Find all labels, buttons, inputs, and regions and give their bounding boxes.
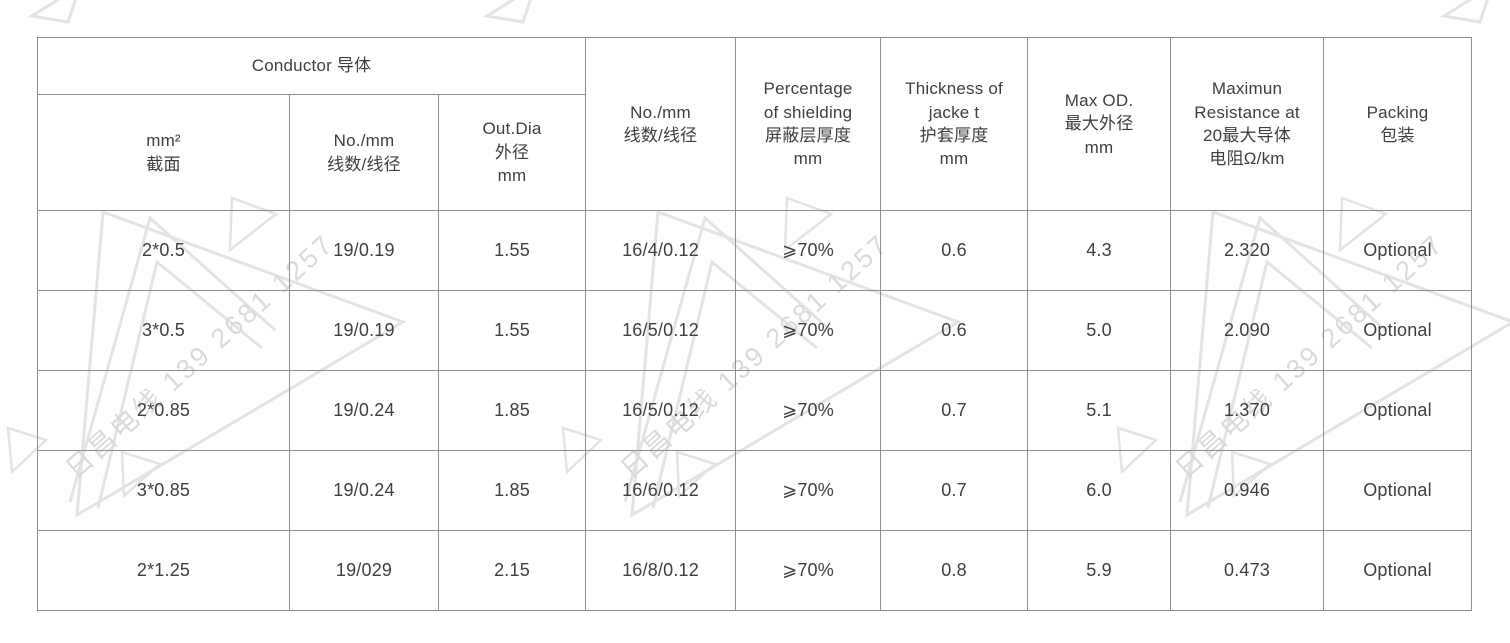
cable-spec-table: Conductor 导体 No./mm 线数/线径 Percentage of …	[36, 37, 1473, 611]
spec-cell: 2*0.85	[37, 370, 290, 451]
spec-cell: 1.85	[437, 450, 587, 531]
spec-row: 3*0.5 19/0.19 1.55 16/5/0.12 ⩾70% 0.6 5.…	[37, 290, 1473, 371]
header-row-group: Conductor 导体 No./mm 线数/线径 Percentage of …	[36, 37, 1473, 211]
spec-row: 2*0.5 19/0.19 1.55 16/4/0.12 ⩾70% 0.6 4.…	[37, 210, 1473, 291]
spec-cell: 16/5/0.12	[585, 290, 737, 371]
spec-cell: 19/0.24	[289, 370, 439, 451]
spec-cell: 0.7	[880, 370, 1029, 451]
spec-cell: Optional	[1323, 370, 1473, 451]
header-out-dia: Out.Dia 外径 mm	[437, 94, 587, 211]
header-max-od: Max OD. 最大外径 mm	[1027, 37, 1172, 211]
spec-cell: 16/6/0.12	[585, 450, 737, 531]
spec-cell: ⩾70%	[735, 530, 882, 611]
spec-cell: 2*1.25	[37, 530, 290, 611]
spec-cell: 0.6	[880, 290, 1029, 371]
header-max-resistance: Maximun Resistance at 20最大导体 电阻Ω/km	[1170, 37, 1325, 211]
spec-cell: 0.473	[1170, 530, 1325, 611]
header-row-conductor-sub: mm² 截面 No./mm 线数/线径 Out.Dia 外径 mm	[37, 94, 1472, 211]
spec-cell: 16/8/0.12	[585, 530, 737, 611]
spec-cell: Optional	[1323, 530, 1473, 611]
spec-cell: ⩾70%	[735, 450, 882, 531]
spec-cell: 1.55	[437, 210, 587, 291]
spec-cell: 19/0.24	[289, 450, 439, 531]
spec-cell: 5.9	[1027, 530, 1172, 611]
spec-cell: 0.8	[880, 530, 1029, 611]
spec-row: 3*0.85 19/0.24 1.85 16/6/0.12 ⩾70% 0.7 6…	[37, 450, 1473, 531]
header-shield-strands: No./mm 线数/线径	[585, 37, 737, 211]
spec-cell: 4.3	[1027, 210, 1172, 291]
spec-cell: 16/4/0.12	[585, 210, 737, 291]
spec-cell: 2.090	[1170, 290, 1325, 371]
spec-cell: 0.946	[1170, 450, 1325, 531]
spec-cell: Optional	[1323, 450, 1473, 531]
spec-cell: 5.0	[1027, 290, 1172, 371]
spec-cell: ⩾70%	[735, 290, 882, 371]
header-shield-percentage: Percentage of shielding 屏蔽层厚度 mm	[735, 37, 882, 211]
spec-cell: ⩾70%	[735, 370, 882, 451]
header-packing: Packing 包装	[1323, 37, 1473, 211]
spec-cell: 1.85	[437, 370, 587, 451]
spec-cell: 2.15	[437, 530, 587, 611]
spec-cell: 2.320	[1170, 210, 1325, 291]
spec-cell: 6.0	[1027, 450, 1172, 531]
spec-cell: Optional	[1323, 210, 1473, 291]
header-jacket-thickness: Thickness of jacke t 护套厚度 mm	[880, 37, 1029, 211]
spec-row: 2*0.85 19/0.24 1.85 16/5/0.12 ⩾70% 0.7 5…	[37, 370, 1473, 451]
spec-cell: 19/0.19	[289, 290, 439, 371]
spec-cell: 0.7	[880, 450, 1029, 531]
spec-cell: 2*0.5	[37, 210, 290, 291]
spec-cell: 5.1	[1027, 370, 1172, 451]
spec-cell: Optional	[1323, 290, 1473, 371]
spec-cell: 16/5/0.12	[585, 370, 737, 451]
spec-cell: 1.370	[1170, 370, 1325, 451]
spec-cell: 19/0.19	[289, 210, 439, 291]
spec-cell: 3*0.85	[37, 450, 290, 531]
spec-cell: 0.6	[880, 210, 1029, 291]
spec-cell: 1.55	[437, 290, 587, 371]
spec-cell: 3*0.5	[37, 290, 290, 371]
header-conductor-group: Conductor 导体	[36, 37, 587, 95]
header-section-area: mm² 截面	[37, 94, 290, 211]
header-conductor-strands: No./mm 线数/线径	[289, 94, 439, 211]
spec-row: 2*1.25 19/029 2.15 16/8/0.12 ⩾70% 0.8 5.…	[37, 530, 1473, 611]
spec-cell: ⩾70%	[735, 210, 882, 291]
spec-cell: 19/029	[289, 530, 439, 611]
